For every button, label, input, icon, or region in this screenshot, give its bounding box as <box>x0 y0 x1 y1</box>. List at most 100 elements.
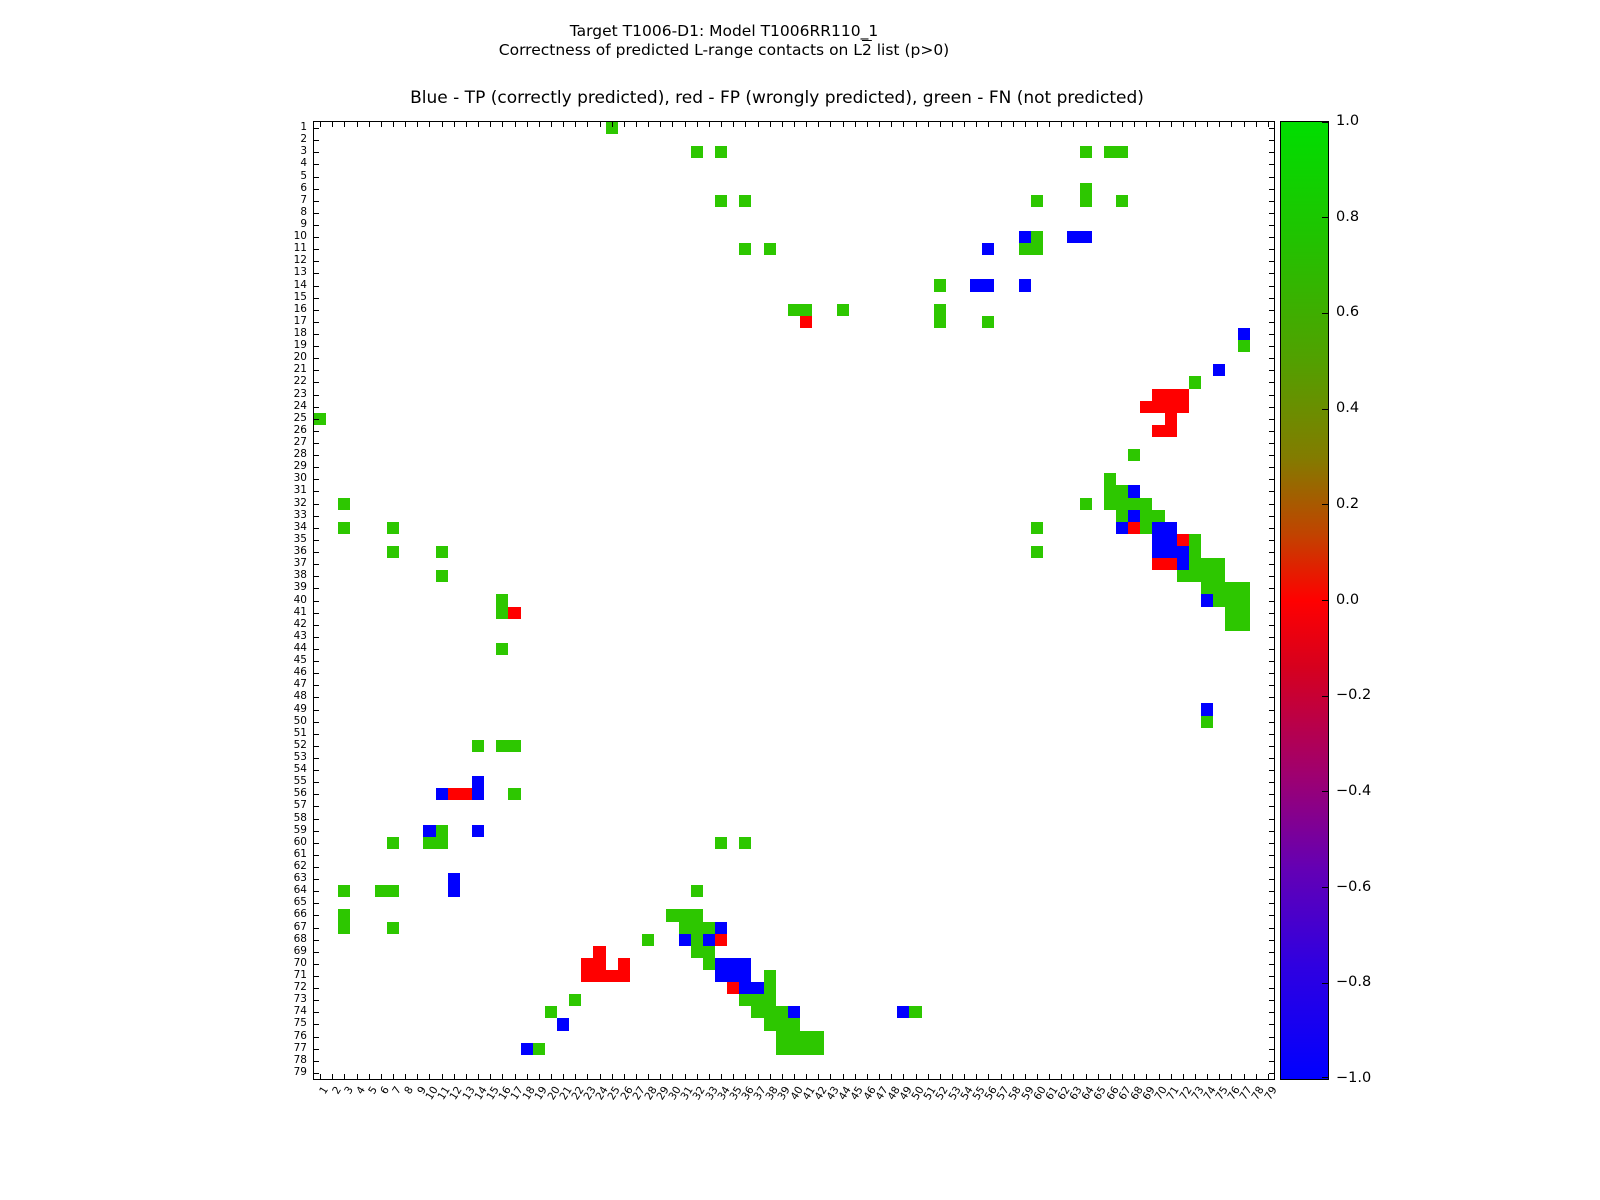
x-tick-label: 4 <box>354 1084 368 1097</box>
contact-cell-fn <box>678 921 691 934</box>
contact-cell-tp <box>1018 279 1031 292</box>
y-tick-left <box>314 770 319 772</box>
contact-cell-fn <box>374 885 387 898</box>
contact-cell-tp <box>970 279 983 292</box>
contact-cell-fn <box>1116 509 1129 522</box>
y-tick-right <box>1269 467 1274 469</box>
contact-cell-fn <box>496 594 509 607</box>
contact-cell-fn <box>763 1006 776 1019</box>
x-tick-bottom <box>988 1074 990 1079</box>
y-tick-label: 6 <box>300 181 307 194</box>
y-tick-left <box>314 564 319 566</box>
y-tick-label: 36 <box>293 545 307 558</box>
y-tick-label: 75 <box>293 1017 307 1030</box>
contact-cell-tp <box>1128 509 1141 522</box>
contact-cell-fn <box>338 921 351 934</box>
contact-cell-fp <box>593 957 606 970</box>
x-tick-top <box>1049 122 1051 127</box>
x-tick-top <box>866 122 868 127</box>
x-tick-top <box>356 122 358 127</box>
contact-cell-tp <box>1079 231 1092 244</box>
x-tick-bottom <box>1097 1074 1099 1079</box>
x-tick-bottom <box>1085 1074 1087 1079</box>
y-tick-right <box>1269 430 1274 432</box>
contact-cell-fn <box>715 194 728 207</box>
y-tick-left <box>314 842 319 844</box>
y-tick-right <box>1269 564 1274 566</box>
x-tick-top <box>708 122 710 127</box>
x-tick-label: 8 <box>402 1084 417 1097</box>
colorbar-tick-label: −0.4 <box>1336 782 1372 799</box>
y-tick-label: 48 <box>293 690 307 703</box>
x-tick-bottom <box>526 1074 528 1079</box>
y-tick-right <box>1269 915 1274 917</box>
y-tick-right <box>1269 709 1274 711</box>
x-tick-bottom <box>1195 1074 1196 1079</box>
contact-cell-fn <box>1213 558 1226 571</box>
y-tick-right <box>1269 794 1274 796</box>
x-tick-bottom <box>575 1074 577 1079</box>
y-tick-left <box>314 346 319 348</box>
y-tick-label: 38 <box>293 569 307 582</box>
y-tick-left <box>314 1024 319 1026</box>
contact-cell-fn <box>1030 521 1044 534</box>
contact-cell-tp <box>1152 533 1165 546</box>
contact-cell-fp <box>593 969 606 983</box>
contact-cell-fn <box>933 303 946 316</box>
colorbar-tick <box>1322 1077 1328 1078</box>
colorbar-tick-label: 0.0 <box>1336 591 1360 608</box>
x-tick-top <box>757 122 759 127</box>
contact-cell-fn <box>1237 340 1250 353</box>
contact-cell-fn <box>1103 497 1116 510</box>
x-tick-top <box>563 122 565 127</box>
y-tick-right <box>1269 333 1274 335</box>
contact-cell-fn <box>836 303 849 316</box>
y-tick-left <box>314 503 319 505</box>
x-tick-top <box>1267 122 1269 127</box>
contact-cell-fn <box>1225 618 1238 631</box>
y-tick-left <box>314 600 319 602</box>
y-tick-left <box>314 1060 319 1062</box>
x-tick-top <box>1219 122 1221 127</box>
x-tick-bottom <box>696 1074 698 1079</box>
contact-cell-fn <box>1128 497 1141 510</box>
y-tick-left <box>314 1072 319 1074</box>
y-tick-label: 45 <box>293 654 307 667</box>
x-tick-bottom <box>769 1074 771 1079</box>
y-tick-right <box>1269 491 1274 493</box>
y-tick-label: 51 <box>293 726 307 739</box>
y-tick-right <box>1269 1060 1274 1062</box>
contact-cell-fn <box>763 982 776 995</box>
y-tick-right <box>1269 963 1274 965</box>
y-tick-left <box>314 879 319 881</box>
y-tick-label: 58 <box>293 811 307 824</box>
contact-cell-fn <box>933 279 946 292</box>
x-tick-bottom <box>721 1074 723 1079</box>
y-tick-right <box>1269 346 1274 348</box>
contact-cell-tp <box>751 982 764 995</box>
colorbar-tick <box>1322 122 1328 123</box>
y-tick-label: 56 <box>293 787 307 800</box>
contact-cell-fp <box>1128 521 1141 534</box>
x-tick-top <box>587 122 589 127</box>
y-tick-left <box>314 648 319 650</box>
y-tick-right <box>1269 382 1274 384</box>
contact-cell-tp <box>1152 521 1165 534</box>
y-tick-right <box>1269 515 1274 517</box>
y-tick-label: 3 <box>300 145 307 158</box>
x-tick-top <box>636 122 638 127</box>
y-tick-right <box>1269 321 1274 323</box>
x-tick-label: 3 <box>341 1084 356 1097</box>
x-tick-top <box>344 122 346 127</box>
contact-cell-tp <box>1213 364 1226 377</box>
x-tick-top <box>806 122 808 127</box>
x-tick-top <box>1158 122 1160 127</box>
y-tick-left <box>314 200 319 202</box>
contact-cell-fp <box>1152 400 1165 413</box>
contact-cell-fp <box>1176 533 1189 546</box>
x-tick-top <box>1207 122 1209 127</box>
y-tick-label: 57 <box>293 799 307 812</box>
contact-cell-tp <box>715 969 728 983</box>
x-tick-top <box>879 122 881 127</box>
contact-cell-tp <box>982 243 995 256</box>
